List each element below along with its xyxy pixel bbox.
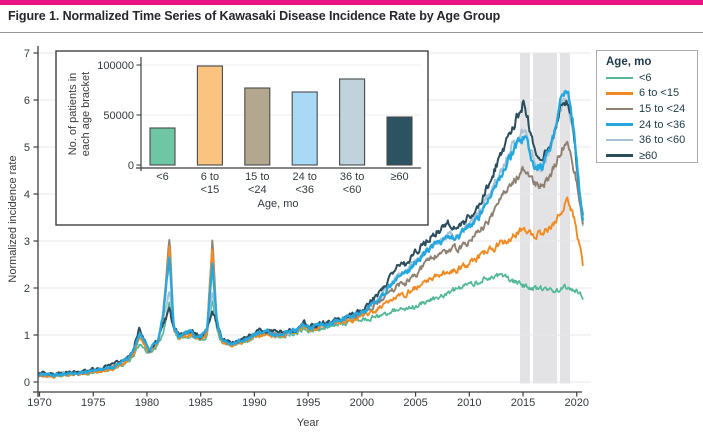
x-tick-label: 1985 [188,397,212,409]
inset-frame [55,50,429,226]
inset-y-tick-label: 50000 [103,110,134,122]
bar-24 to <36 [291,91,318,166]
legend-item-label: 24 to <36 [639,118,686,131]
legend-item: 36 to <60 [606,132,697,148]
inset-y-axis-label: No. of patients in each age bracket [67,71,92,157]
x-tick-label: 2020 [565,397,589,409]
x-tick-label: 2000 [350,397,374,409]
legend-item: 6 to <15 [606,86,697,102]
legend-swatch-icon [606,92,633,95]
highlight-band [559,53,570,384]
x-tick-label: 2010 [457,397,481,409]
legend-swatch-icon [606,138,633,142]
inset-x-tick-label: 24 to [292,171,316,183]
bar-<6 [149,127,176,166]
series-line-24 to <36 [38,89,584,378]
inset-x-tick-label: <60 [343,184,362,196]
bar-≥60 [386,116,413,166]
legend-item: 24 to <36 [606,117,697,133]
inset-x-tick-label: <24 [248,184,267,196]
bar-6 to <15 [196,65,223,166]
bar-36 to <60 [339,78,366,166]
legend-swatch-icon [606,123,633,126]
inset-x-tick-label: 36 to [340,171,364,183]
y-tick-label: 4 [24,189,30,201]
y-tick-label: 0 [24,377,30,389]
inset-x-tick-label: <6 [156,171,169,183]
highlight-band [533,53,557,384]
legend-swatch-icon [606,154,633,158]
x-tick-label: 1970 [27,397,51,409]
title-divider [0,32,703,33]
legend-swatch-icon [606,76,633,80]
legend-item: 15 to <24 [606,101,697,117]
jama-accent-bar [0,0,703,5]
y-tick-label: 5 [24,142,30,154]
x-tick-label: 2015 [511,397,535,409]
y-tick-label: 6 [24,95,30,107]
main-y-axis-label: Normalized incidence rate [7,155,19,283]
x-tick-label: 1975 [81,397,105,409]
legend-item-label: ≥60 [639,149,658,162]
series-lines [38,89,584,379]
inset-x-tick-label: 15 to [245,171,269,183]
main-axes: 0 1 2 3 4 5 6 7 1970 1975 1980 1985 1990 1995 2000 2005… [24,46,589,409]
inset-y-tick-label: 0 [128,160,134,172]
inset-x-tick-label: <36 [295,184,314,196]
y-tick-label: 7 [24,48,30,60]
legend-title: Age, mo [606,56,652,68]
legend-box: Age, mo <6 6 to <15 15 to <24 24 to <36 36 t… [596,50,698,163]
y-tick-label: 3 [24,236,30,248]
inset-chart: 0 50000 100000 <6 6 to<15 15 to<24 24 to<36 36 … [55,50,429,226]
y-tick-label: 1 [24,330,30,342]
legend-item-label: 15 to <24 [639,102,686,115]
figure-title: Figure 1. Normalized Time Series of Kawa… [8,9,501,23]
x-tick-label: 1980 [135,397,159,409]
bar-15 to <24 [244,87,271,166]
y-tick-label: 2 [24,283,30,295]
inset-x-tick-label: 6 to [201,171,219,183]
legend-items: <6 6 to <15 15 to <24 24 to <36 36 to <60 ≥60 [606,70,697,164]
legend-item-label: <6 [639,71,652,84]
inset-x-axis-label: Age, mo [258,198,299,210]
inset-y-tick-label: 100000 [97,60,134,72]
inset-x-tick-label: ≥60 [390,171,408,183]
x-tick-label: 2005 [403,397,427,409]
legend-swatch-icon [606,107,633,111]
highlight-bands [520,53,570,384]
inset-x-tick-label: <15 [201,184,220,196]
main-x-axis-label: Year [296,417,320,429]
legend-item: ≥60 [606,148,697,164]
legend-item-label: 36 to <60 [639,134,686,147]
x-tick-label: 1990 [242,397,266,409]
x-tick-label: 1995 [296,397,320,409]
legend-item-label: 6 to <15 [639,87,680,100]
legend-item: <6 [606,70,697,86]
highlight-band [520,53,531,384]
